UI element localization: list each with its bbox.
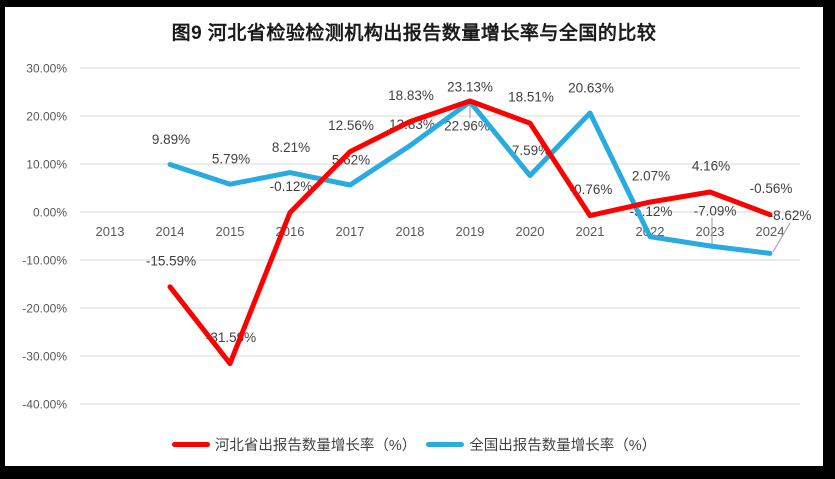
data-label: 20.63% — [568, 80, 614, 95]
data-label: 8.21% — [272, 140, 310, 155]
x-tick-label: 2015 — [216, 224, 245, 239]
national-series-swatch-icon — [426, 441, 465, 447]
data-label: 5.79% — [212, 152, 250, 167]
x-tick-label: 2013 — [96, 224, 125, 239]
x-tick-label: 2017 — [336, 224, 365, 239]
x-tick-label: 2019 — [456, 224, 485, 239]
data-label: 7.59% — [512, 143, 550, 158]
data-label: -15.59% — [146, 253, 196, 268]
leader-line — [772, 222, 791, 253]
data-label: 2.07% — [632, 169, 670, 184]
x-tick-label: 2018 — [396, 224, 425, 239]
data-label: 22.96% — [444, 118, 490, 133]
chart-title: 图9 河北省检验检测机构出报告数量增长率与全国的比较 — [171, 23, 657, 44]
line-chart-plot-area: 30.00% 20.00% 10.00% 0.00% -10.00% -20.00% -30… — [22, 62, 812, 412]
data-label: 18.51% — [508, 90, 554, 105]
x-tick-label: 2023 — [696, 224, 725, 239]
chart-legend: 河北省出报告数量增长率（%） 全国出报告数量增长率（%） — [5, 434, 823, 454]
x-tick-label: 2024 — [756, 224, 785, 239]
data-label: -0.12% — [270, 179, 313, 194]
y-tick-label: -20.00% — [22, 302, 67, 316]
data-label: 23.13% — [447, 79, 493, 94]
x-tick-label: 2014 — [156, 224, 185, 239]
data-label: 9.89% — [152, 132, 190, 147]
data-label: -0.76% — [570, 182, 613, 197]
y-tick-label: 10.00% — [26, 158, 67, 172]
data-label: 4.16% — [692, 159, 730, 174]
y-tick-label: 20.00% — [26, 110, 67, 124]
legend-label-hebei: 河北省出报告数量增长率（%） — [214, 437, 417, 454]
y-tick-label: 30.00% — [26, 62, 67, 76]
data-label: 18.83% — [388, 88, 434, 103]
hebei-series-swatch-icon — [171, 441, 210, 447]
legend-item-national: 全国出报告数量增长率（%） — [426, 434, 656, 455]
data-label: -7.09% — [694, 204, 737, 219]
y-tick-label: -40.00% — [22, 398, 67, 412]
y-tick-label: -30.00% — [22, 350, 67, 364]
x-tick-label: 2021 — [576, 224, 605, 239]
data-label: -0.56% — [750, 181, 793, 196]
data-label: 12.56% — [328, 118, 374, 133]
y-tick-label: 0.00% — [33, 206, 67, 220]
series-line-hebei — [167, 98, 773, 367]
y-tick-label: -10.00% — [22, 254, 67, 268]
x-tick-label: 2020 — [516, 224, 545, 239]
legend-item-hebei: 河北省出报告数量增长率（%） — [171, 434, 417, 455]
data-label: -8.62% — [769, 208, 812, 223]
chart-frame: 图9 河北省检验检测机构出报告数量增长率与全国的比较 30.00% 20.00% 1… — [5, 7, 823, 466]
legend-label-national: 全国出报告数量增长率（%） — [469, 437, 657, 454]
